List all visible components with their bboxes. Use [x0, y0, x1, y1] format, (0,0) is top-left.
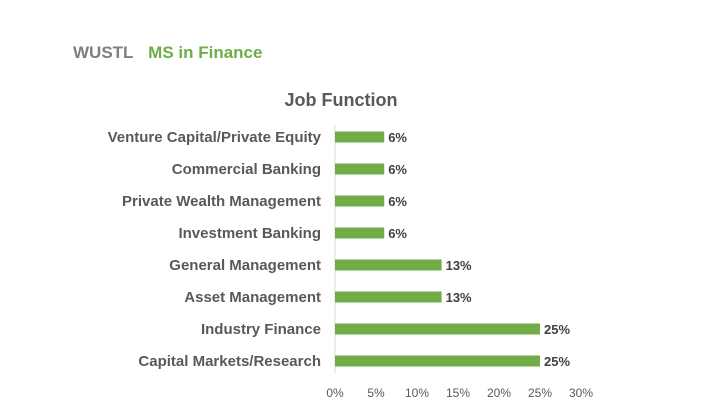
- x-tick-label: 10%: [405, 386, 429, 400]
- bar: [335, 355, 540, 367]
- bar: [335, 195, 385, 207]
- data-label: 25%: [544, 354, 570, 369]
- school-name: WUSTL: [73, 43, 134, 62]
- program-name: MS in Finance: [148, 43, 263, 62]
- data-label: 6%: [388, 194, 407, 209]
- category-label: Investment Banking: [178, 225, 321, 242]
- page-header: WUSTL MS in Finance: [73, 43, 262, 63]
- bar: [335, 227, 385, 239]
- category-label: Venture Capital/Private Equity: [108, 129, 322, 146]
- x-tick-label: 30%: [569, 386, 593, 400]
- x-tick-label: 15%: [446, 386, 470, 400]
- x-tick-label: 20%: [487, 386, 511, 400]
- data-label: 13%: [446, 258, 472, 273]
- plot-area: Venture Capital/Private Equity 6% Commerci…: [108, 125, 593, 400]
- category-label: General Management: [169, 257, 321, 274]
- category-label: Private Wealth Management: [122, 193, 321, 210]
- x-tick-label: 5%: [367, 386, 385, 400]
- category-label: Capital Markets/Research: [138, 353, 321, 370]
- data-label: 6%: [388, 226, 407, 241]
- chart-title: Job Function: [285, 90, 398, 110]
- data-label: 6%: [388, 162, 407, 177]
- category-label: Commercial Banking: [172, 161, 321, 178]
- data-label: 13%: [446, 290, 472, 305]
- x-tick-label: 0%: [326, 386, 344, 400]
- data-label: 6%: [388, 130, 407, 145]
- category-label: Industry Finance: [201, 321, 321, 338]
- data-label: 25%: [544, 322, 570, 337]
- x-tick-label: 25%: [528, 386, 552, 400]
- bar: [335, 131, 385, 143]
- bar: [335, 163, 385, 175]
- bar: [335, 323, 540, 335]
- bar: [335, 291, 442, 303]
- bar: [335, 259, 442, 271]
- category-label: Asset Management: [184, 289, 321, 306]
